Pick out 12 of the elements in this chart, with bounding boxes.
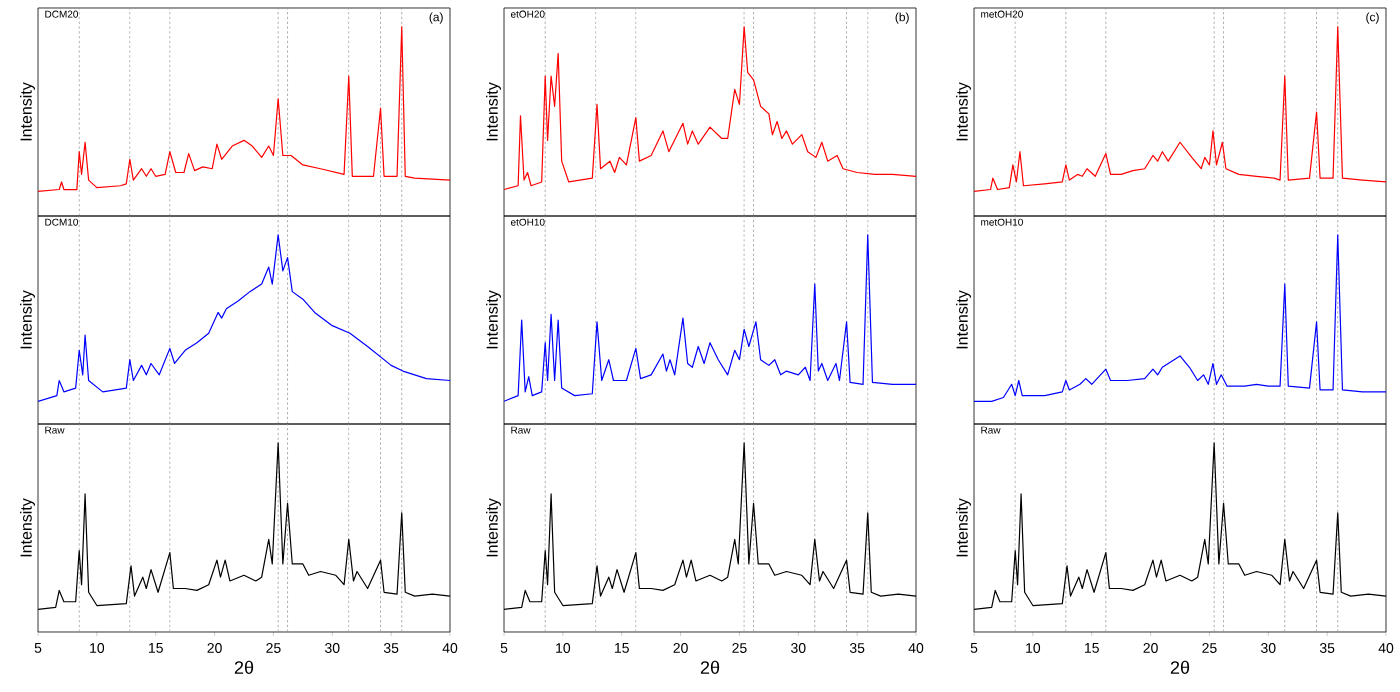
x-axis-title: 2θ <box>1170 660 1190 674</box>
y-axis-title: Intensity <box>956 498 971 557</box>
x-axis-title: 2θ <box>234 660 254 674</box>
y-axis-title: Intensity <box>20 498 35 557</box>
y-axis-title: Intensity <box>20 82 35 141</box>
x-axis-title: 2θ <box>700 660 720 674</box>
y-axis-title: Intensity <box>20 290 35 349</box>
y-axis-title: Intensity <box>956 290 971 349</box>
y-axis-title: Intensity <box>486 498 501 557</box>
y-axis-title: Intensity <box>956 82 971 141</box>
y-axis-title: Intensity <box>486 82 501 141</box>
y-axis-title: Intensity <box>486 290 501 349</box>
